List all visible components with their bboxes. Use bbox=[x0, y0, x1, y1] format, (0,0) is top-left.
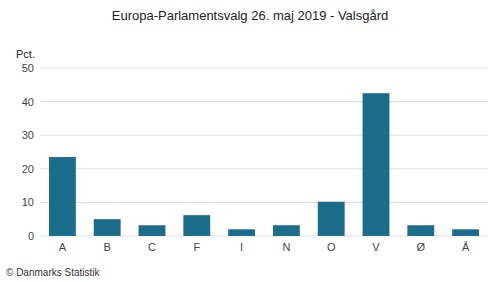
grid bbox=[40, 68, 488, 236]
grid-line bbox=[40, 168, 488, 169]
bar bbox=[49, 157, 76, 236]
x-tick-label: C bbox=[148, 241, 156, 253]
grid-line bbox=[40, 101, 488, 102]
x-tick-label: F bbox=[193, 241, 200, 253]
bars bbox=[49, 93, 479, 236]
bar bbox=[452, 229, 479, 236]
footer: © Danmarks Statistik bbox=[6, 267, 101, 278]
y-tick-label: 50 bbox=[22, 62, 34, 74]
bar bbox=[183, 215, 210, 236]
bar bbox=[407, 225, 434, 236]
bar bbox=[228, 229, 255, 236]
x-tick-label: A bbox=[59, 241, 67, 253]
x-tick-label: O bbox=[327, 241, 336, 253]
title: Europa-Parlamentsvalg 26. maj 2019 - Val… bbox=[112, 8, 389, 23]
x-tick-label: Å bbox=[462, 241, 470, 253]
grid-line bbox=[40, 135, 488, 136]
bar bbox=[139, 225, 166, 236]
x-tick-label: Ø bbox=[417, 241, 426, 253]
chart-container: Europa-Parlamentsvalg 26. maj 2019 - Val… bbox=[0, 0, 500, 282]
bar bbox=[363, 93, 390, 236]
grid-line bbox=[40, 202, 488, 203]
x-tick-label: B bbox=[104, 241, 111, 253]
x-tick-label: N bbox=[282, 241, 290, 253]
y-axis-label: Pct. bbox=[16, 48, 35, 60]
y-tick-label: 10 bbox=[22, 196, 34, 208]
x-tick-label: V bbox=[372, 241, 380, 253]
y-tick-label: 30 bbox=[22, 129, 34, 141]
bar bbox=[273, 225, 300, 236]
y-tick-label: 20 bbox=[22, 163, 34, 175]
bar bbox=[318, 202, 345, 236]
y-tick-label: 0 bbox=[28, 230, 34, 242]
chart-svg: Europa-Parlamentsvalg 26. maj 2019 - Val… bbox=[0, 0, 500, 282]
y-tick-label: 40 bbox=[22, 96, 34, 108]
bar bbox=[94, 219, 121, 236]
x-tick-label: I bbox=[240, 241, 243, 253]
grid-line bbox=[40, 68, 488, 69]
